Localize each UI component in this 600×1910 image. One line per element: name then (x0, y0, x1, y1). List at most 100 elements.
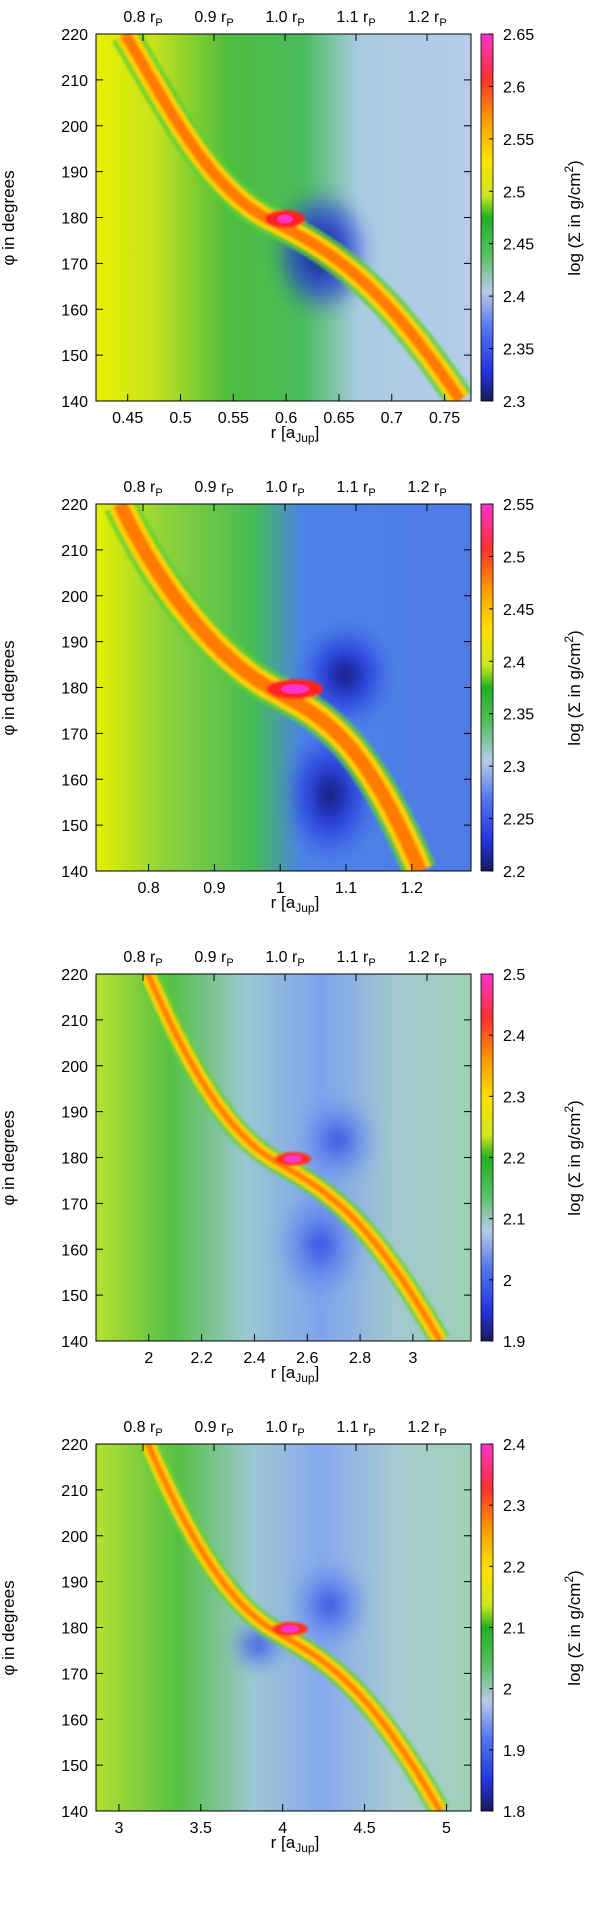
y-tick-label: 170 (61, 256, 88, 273)
y-axis-label: φ in degrees (0, 640, 18, 735)
x-tick-label: 4.5 (353, 1820, 375, 1837)
top-tick-label: 0.8 rP (123, 1419, 162, 1439)
heatmap-3 (96, 974, 471, 1341)
x-tick-label: 0.45 (112, 410, 143, 427)
colorbar-tick-label: 2.4 (503, 289, 525, 306)
colorbar-tick-label: 2.2 (503, 864, 525, 881)
top-tick-label: 1.2 rP (407, 9, 446, 29)
y-tick-label: 140 (61, 864, 88, 881)
y-tick-label: 140 (61, 394, 88, 411)
colorbar-tick-label: 2.3 (503, 394, 525, 411)
planet-peak (284, 1155, 302, 1163)
y-tick-label: 150 (61, 1288, 88, 1305)
colorbar (480, 33, 494, 402)
y-tick-label: 190 (61, 165, 88, 182)
top-tick-label: 1.0 rP (265, 9, 304, 29)
y-tick-label: 200 (61, 589, 88, 606)
y-tick-label: 140 (61, 1334, 88, 1351)
x-tick-label: 0.6 (275, 410, 297, 427)
colorbar (480, 503, 494, 872)
y-axis-label: φ in degrees (0, 1580, 18, 1675)
colorbar-tick-label: 2.55 (503, 132, 534, 149)
x-tick-label: 2.4 (243, 1350, 265, 1367)
y-tick-label: 190 (61, 1105, 88, 1122)
y-axis: 140 150 160 170 180 190 200 210 220 (61, 497, 471, 881)
density-depression (298, 1095, 378, 1185)
colorbar-axis: 2.2 2.25 2.3 2.35 2.4 2.45 2.5 2.55 (489, 497, 534, 881)
top-axis: 0.8 rP 0.9 rP 1.0 rP 1.1 rP 1.2 rP (123, 949, 447, 981)
y-tick-label: 200 (61, 1059, 88, 1076)
top-tick-label: 1.0 rP (265, 479, 304, 499)
colorbar-tick-label: 2.4 (503, 1437, 525, 1454)
heatmap-1 (96, 34, 471, 401)
x-tick-label: 0.5 (169, 410, 191, 427)
top-tick-label: 1.1 rP (336, 1419, 375, 1439)
x-tick-label: 1.2 (401, 880, 423, 897)
colorbar-tick-label: 1.8 (503, 1804, 525, 1821)
y-tick-label: 140 (61, 1804, 88, 1821)
y-axis: 140 150 160 170 180 190 200 210 220 (61, 967, 471, 1351)
colorbar-tick-label: 2.3 (503, 759, 525, 776)
colorbar-tick-label: 2.35 (503, 707, 534, 724)
planet-peak (281, 1625, 299, 1633)
x-tick-label: 2 (144, 1350, 153, 1367)
top-tick-label: 0.9 rP (194, 479, 233, 499)
x-tick-label: 2.8 (349, 1350, 371, 1367)
colorbar-tick-label: 1.9 (503, 1334, 525, 1351)
y-tick-label: 160 (61, 772, 88, 789)
y-tick-label: 180 (61, 211, 88, 228)
y-axis-label: φ in degrees (0, 1110, 18, 1205)
y-tick-label: 180 (61, 1621, 88, 1638)
y-tick-label: 220 (61, 497, 88, 514)
y-tick-label: 160 (61, 1712, 88, 1729)
planet-peak (277, 214, 293, 224)
x-tick-label: 0.7 (381, 410, 403, 427)
x-tick-label: 4 (278, 1820, 287, 1837)
x-axis: 0.45 0.5 0.55 0.6 0.65 0.7 0.75 (112, 394, 460, 427)
top-tick-label: 0.8 rP (123, 479, 162, 499)
y-tick-label: 150 (61, 818, 88, 835)
top-tick-label: 1.2 rP (407, 1419, 446, 1439)
colorbar-tick-label: 2.1 (503, 1621, 525, 1638)
x-tick-label: 0.65 (323, 410, 354, 427)
x-axis: 2 2.2 2.4 2.6 2.8 3 (144, 1334, 417, 1367)
y-tick-label: 210 (61, 543, 88, 560)
y-tick-label: 170 (61, 726, 88, 743)
y-tick-label: 220 (61, 967, 88, 984)
colorbar-tick-label: 2.1 (503, 1212, 525, 1229)
colorbar-label: log (Σ in g/cm2) (562, 160, 584, 275)
top-tick-label: 0.9 rP (194, 949, 233, 969)
colorbar-tick-label: 2.5 (503, 184, 525, 201)
colorbar-tick-label: 2.3 (503, 1498, 525, 1515)
colorbar-tick-label: 2.3 (503, 1089, 525, 1106)
colorbar-tick-label: 2.55 (503, 497, 534, 514)
x-axis-label: r [aJup] (271, 1833, 320, 1855)
y-tick-label: 150 (61, 348, 88, 365)
colorbar-label: log (Σ in g/cm2) (562, 1570, 584, 1685)
panel-4: 140 150 160 170 180 190 200 210 220 3 3.5 4 4.5 5 0.… (0, 1419, 584, 1855)
x-tick-label: 2.2 (191, 1350, 213, 1367)
heatmap-4 (96, 1444, 471, 1811)
y-tick-label: 180 (61, 1151, 88, 1168)
spiral-wake (112, 34, 471, 401)
y-tick-label: 220 (61, 27, 88, 44)
colorbar-tick-label: 2 (503, 1682, 512, 1699)
x-tick-label: 0.8 (138, 880, 160, 897)
y-tick-label: 220 (61, 1437, 88, 1454)
top-tick-label: 1.1 rP (336, 9, 375, 29)
x-tick-label: 0.9 (203, 880, 225, 897)
y-tick-label: 190 (61, 635, 88, 652)
colorbar-tick-label: 2.45 (503, 602, 534, 619)
y-axis: 140 150 160 170 180 190 200 210 220 (61, 27, 471, 411)
x-axis: 0.8 0.9 1 1.1 1.2 (138, 864, 423, 897)
x-tick-label: 5 (442, 1820, 451, 1837)
y-tick-label: 160 (61, 1242, 88, 1259)
y-tick-label: 210 (61, 1013, 88, 1030)
y-tick-label: 160 (61, 302, 88, 319)
colorbar-tick-label: 2.2 (503, 1559, 525, 1576)
colorbar-tick-label: 2.65 (503, 27, 534, 44)
x-tick-label: 3 (408, 1350, 417, 1367)
colorbar-label: log (Σ in g/cm2) (562, 630, 584, 745)
